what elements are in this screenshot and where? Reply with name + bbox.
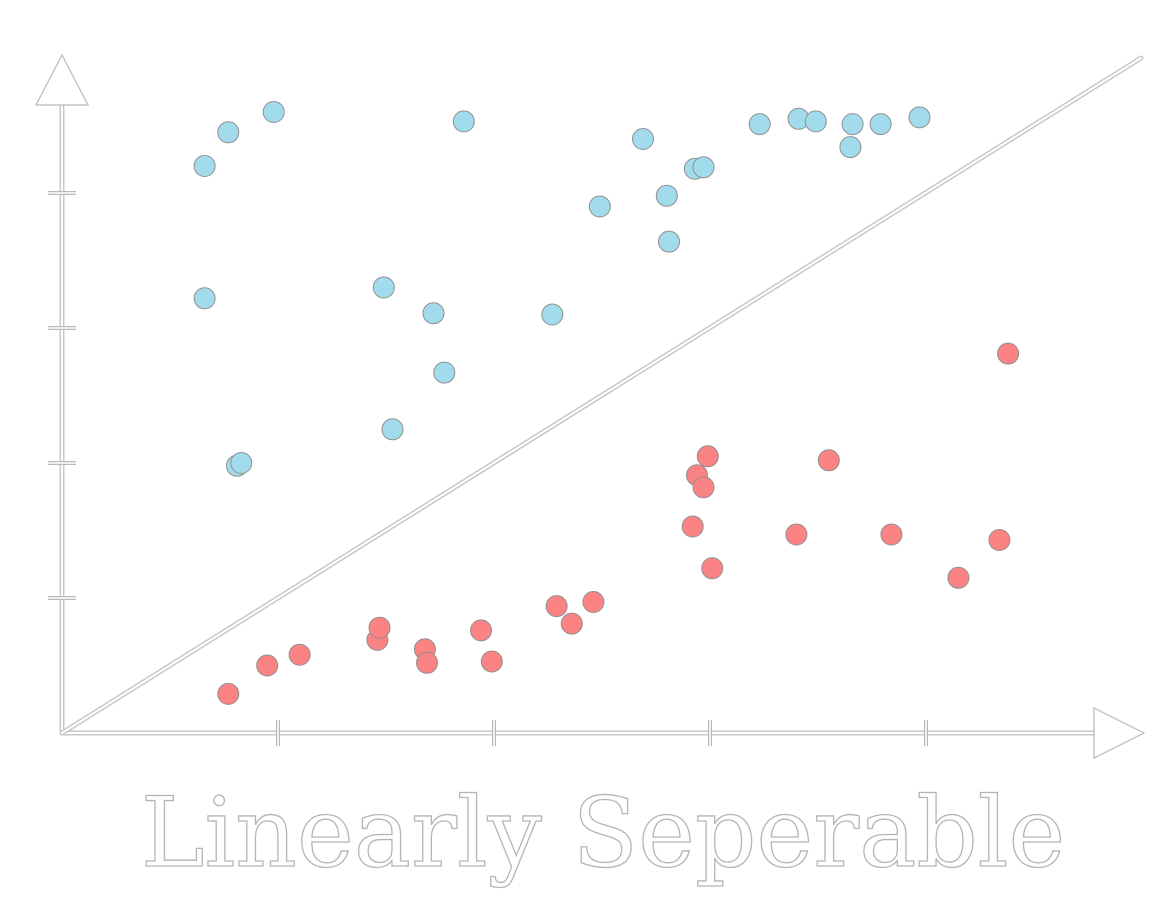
blue-class-point: [422, 302, 445, 325]
red-class-point: [681, 515, 704, 538]
red-class-point: [880, 523, 903, 546]
red-class-point: [692, 476, 715, 499]
red-class-point: [368, 616, 391, 639]
red-class-point: [785, 523, 808, 546]
x-axis-arrow-icon: [1093, 707, 1146, 759]
blue-class-point: [433, 361, 456, 384]
blue-class-point: [541, 303, 564, 326]
decision-boundary: [61, 57, 1142, 734]
blue-class-point: [839, 136, 862, 159]
red-class-point: [560, 612, 583, 635]
blue-class-point: [869, 113, 892, 136]
data-points: [193, 101, 1020, 705]
axis-ticks: [48, 191, 928, 746]
red-class-point: [217, 682, 240, 705]
red-class-point: [416, 651, 438, 674]
axes: [35, 53, 1146, 759]
blue-class-point: [217, 121, 240, 144]
y-axis-arrow-icon: [35, 53, 89, 106]
blue-class-point: [841, 113, 864, 136]
blue-class-point: [908, 106, 931, 129]
blue-class-point: [193, 287, 216, 310]
blue-class-point: [692, 156, 715, 179]
red-class-point: [470, 619, 492, 642]
red-class-point: [545, 595, 568, 618]
red-class-point: [288, 643, 311, 666]
red-class-point: [817, 449, 840, 472]
x-axis: [59, 707, 1146, 759]
blue-class-point: [193, 155, 216, 177]
blue-class-point: [632, 128, 654, 150]
separator-line: [59, 55, 1144, 736]
blue-class-point: [230, 452, 253, 474]
blue-class-point: [588, 195, 611, 218]
blue-class-point: [452, 110, 475, 133]
blue-class-point: [372, 276, 395, 299]
red-class-point: [997, 342, 1020, 365]
red-class-point: [701, 557, 724, 580]
red-class-point: [582, 591, 605, 613]
red-class-point: [256, 654, 279, 677]
red-class-point: [988, 529, 1011, 551]
red-class-point: [947, 566, 970, 589]
y-axis: [35, 53, 89, 736]
blue-class-point: [748, 113, 771, 136]
blue-class-point: [804, 110, 827, 133]
blue-class-point: [381, 418, 404, 441]
blue-class-point: [658, 230, 680, 253]
red-class-point: [696, 445, 719, 468]
chart-title: Linearly Seperable: [141, 777, 1066, 889]
blue-class-point: [262, 101, 285, 123]
blue-class-point: [655, 184, 678, 207]
red-class-point: [480, 650, 503, 673]
